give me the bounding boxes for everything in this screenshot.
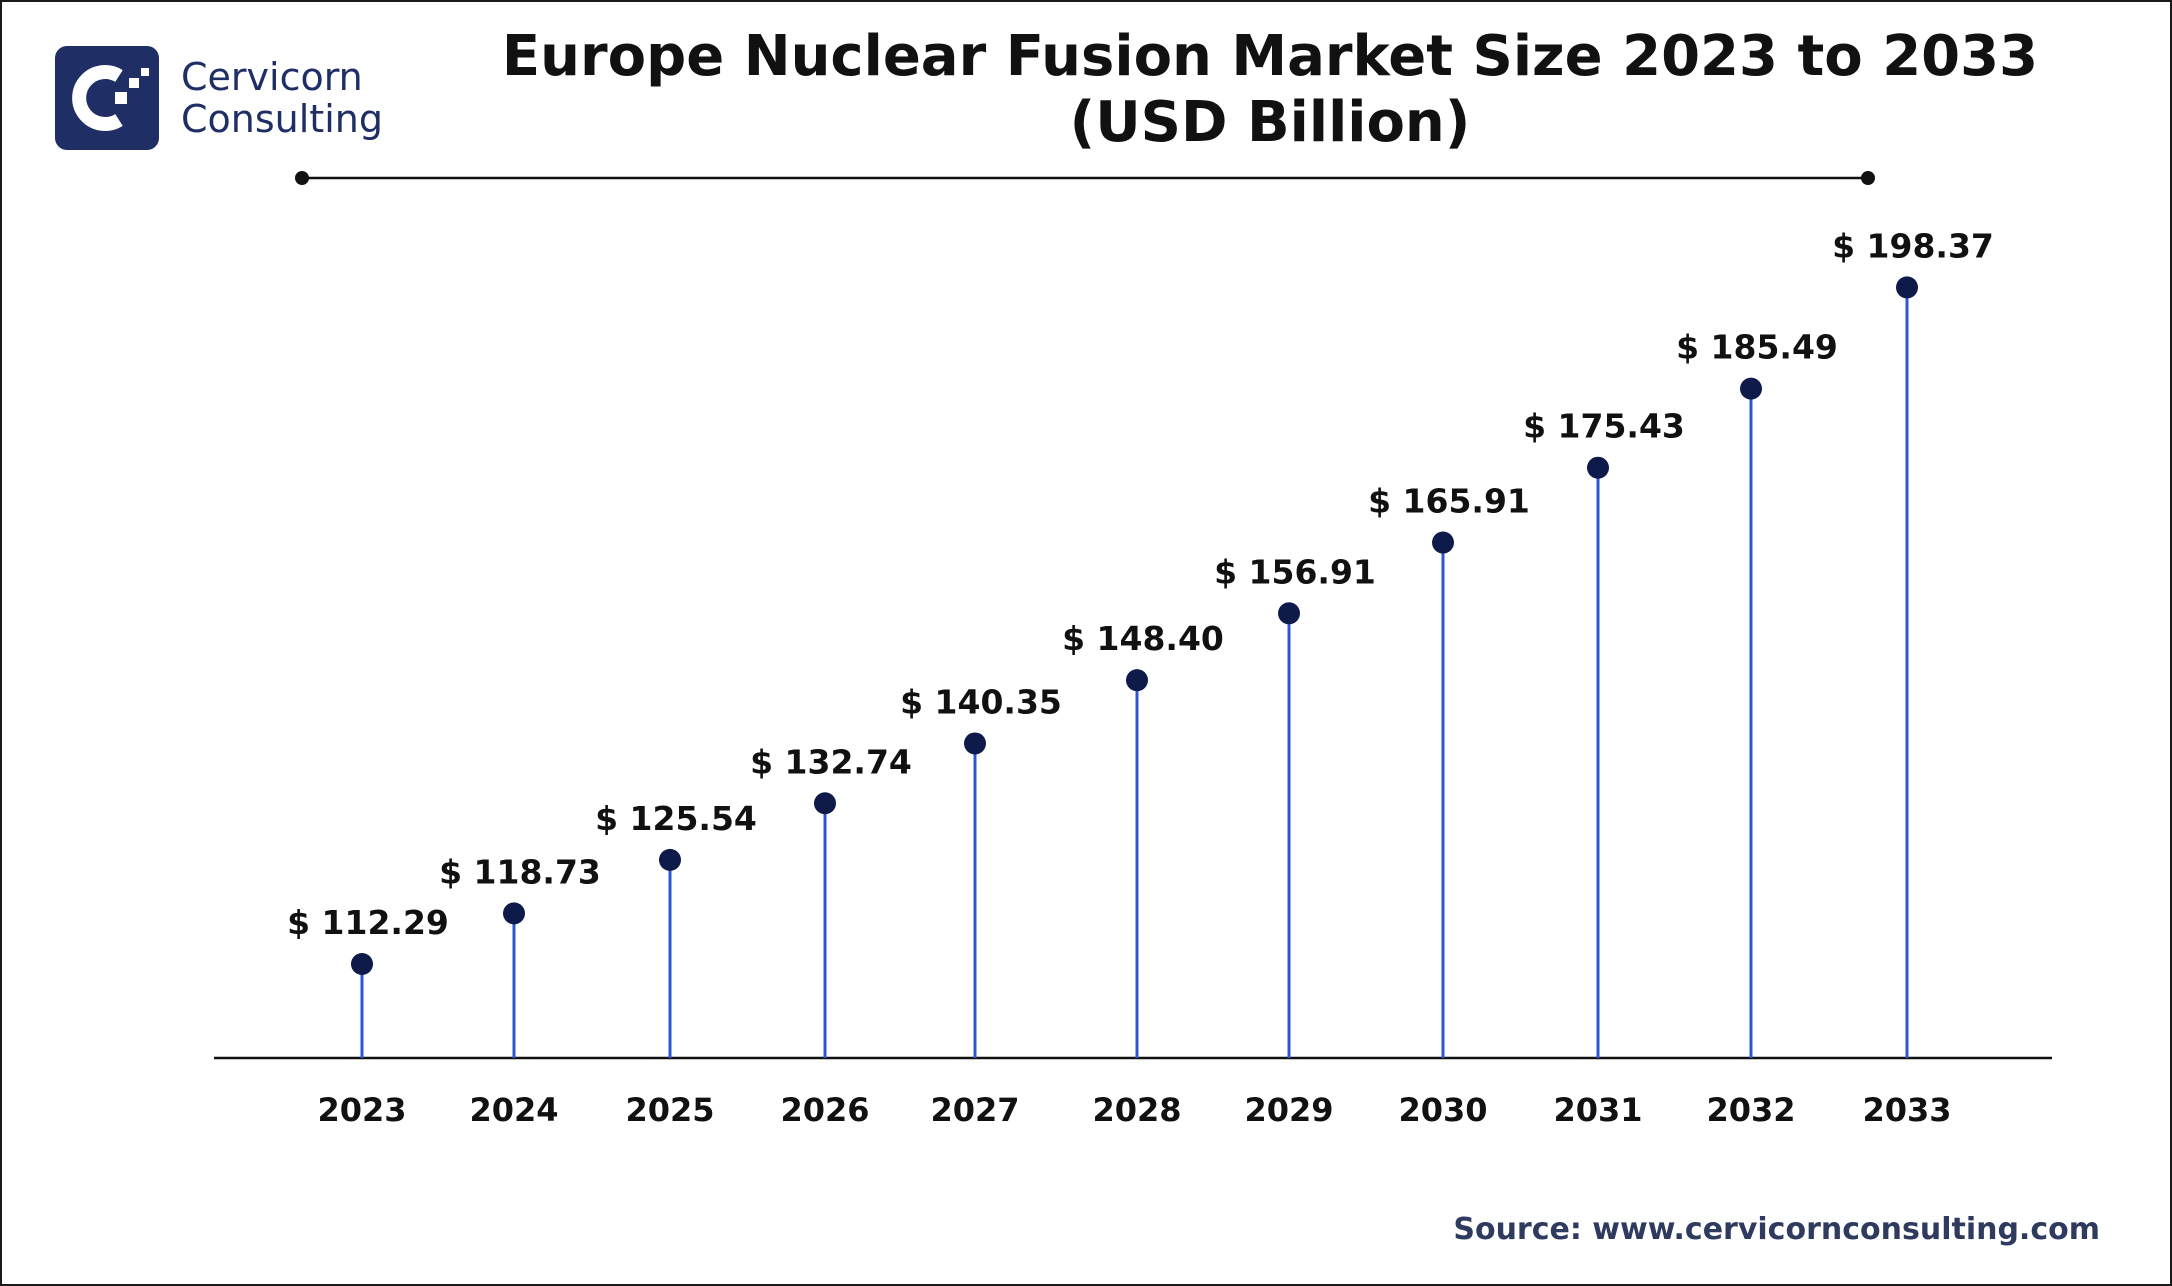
x-tick-label: 2026 [780, 1091, 869, 1129]
x-tick-label: 2023 [317, 1091, 406, 1129]
cervicorn-logo-icon [55, 46, 159, 150]
brand-logo: Cervicorn Consulting [55, 46, 383, 150]
x-tick-label: 2030 [1398, 1091, 1487, 1129]
data-point [1896, 276, 1918, 299]
title-divider-dot-left [295, 171, 309, 185]
x-tick-label: 2028 [1092, 1091, 1181, 1129]
data-point [1278, 602, 1300, 625]
data-label: $ 185.49 [1676, 328, 1838, 367]
data-point [1740, 377, 1762, 400]
data-label: $ 112.29 [287, 903, 449, 942]
data-label: $ 140.35 [900, 682, 1062, 721]
chart-title: Europe Nuclear Fusion Market Size 2023 t… [420, 24, 2120, 156]
data-label: $ 198.37 [1832, 226, 1994, 265]
x-tick-label: 2033 [1862, 1091, 1951, 1129]
source-note: Source: www.cervicornconsulting.com [1453, 1212, 2100, 1247]
brand-name-line2: Consulting [181, 97, 383, 141]
data-point [659, 848, 681, 871]
data-point [1432, 531, 1454, 554]
data-point [1126, 669, 1148, 692]
title-divider-dot-right [1861, 171, 1875, 185]
x-tick-label: 2025 [625, 1091, 714, 1129]
data-label: $ 148.40 [1062, 619, 1224, 658]
data-point [814, 792, 836, 815]
data-label: $ 125.54 [595, 799, 757, 838]
data-label: $ 175.43 [1523, 407, 1685, 446]
data-label: $ 118.73 [439, 852, 601, 891]
x-tick-label: 2024 [469, 1091, 558, 1129]
chart-title-line2: (USD Billion) [1069, 90, 1471, 155]
data-label: $ 156.91 [1214, 552, 1376, 591]
data-point [351, 953, 373, 975]
data-point [964, 732, 986, 755]
data-label: $ 165.91 [1368, 482, 1530, 521]
data-point [503, 902, 525, 925]
x-tick-label: 2031 [1553, 1091, 1642, 1129]
x-tick-label: 2027 [930, 1091, 1019, 1129]
data-point [1587, 456, 1609, 479]
x-tick-label: 2029 [1244, 1091, 1333, 1129]
data-label: $ 132.74 [750, 742, 912, 781]
x-tick-label: 2032 [1706, 1091, 1795, 1129]
brand-name-line1: Cervicorn [181, 55, 363, 99]
chart-title-line1: Europe Nuclear Fusion Market Size 2023 t… [501, 24, 2039, 89]
